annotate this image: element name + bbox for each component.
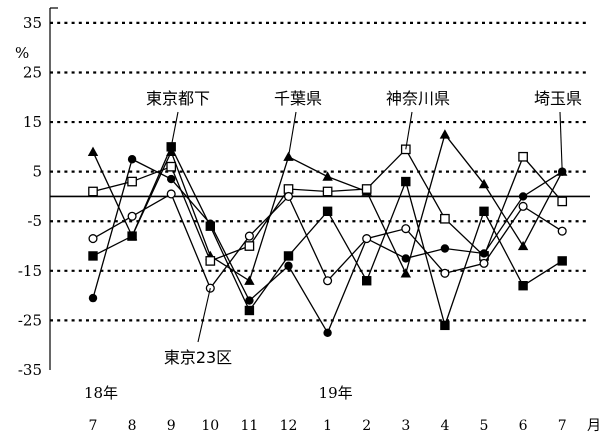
data-point [283,251,294,261]
data-point [244,275,255,285]
data-point [323,276,333,286]
series-label: 東京都下 [146,89,210,108]
series-label: 東京23区 [164,348,232,367]
series-label: 神奈川県 [386,89,450,108]
series-label-pointer [405,111,413,150]
data-point [167,174,176,184]
month-label: 2 [362,418,371,434]
month-suffix-label: 月 [587,418,601,434]
month-label: 3 [401,418,410,434]
data-point [361,184,372,194]
month-label: 6 [519,418,528,434]
data-point [166,146,177,156]
data-point [322,186,333,197]
y-tick-label: 25 [23,63,42,81]
data-point [127,176,137,187]
grid-lines [50,21,590,322]
month-label: 7 [89,418,98,434]
data-point [440,320,450,331]
data-point [440,268,450,278]
data-point [205,283,215,293]
data-point [439,129,451,139]
y-tick-label: -35 [18,361,42,379]
data-point [322,206,333,217]
data-point [401,176,411,187]
month-label: 5 [480,418,489,434]
data-point [478,178,490,189]
data-point [517,240,529,251]
series-3 [88,155,567,338]
series-label: 埼玉県 [534,89,582,108]
series-group [87,129,568,338]
data-point [244,241,255,251]
data-point [283,191,294,201]
y-tick-label: -15 [18,262,42,280]
data-point [479,258,489,268]
month-label: 8 [128,418,137,434]
data-point [126,230,138,241]
series-label: 千葉県 [274,89,322,108]
data-point [205,256,216,266]
year-label: 18年 [84,384,118,402]
month-label: 7 [558,418,567,434]
month-label: 11 [240,418,258,434]
data-point [206,219,215,228]
data-point [518,192,528,201]
month-label: 1 [323,418,332,434]
data-point [245,296,254,305]
data-point [401,254,410,263]
y-tick-label: 15 [23,113,42,131]
data-point [127,155,137,164]
data-point [557,226,567,236]
data-point [479,249,489,258]
data-point [87,146,99,156]
month-label: 10 [201,418,219,434]
data-point [400,268,411,278]
month-label: 12 [280,418,298,434]
y-tick-label: 5 [32,163,42,181]
data-point [518,201,528,211]
data-point [88,234,98,244]
data-point [557,256,567,266]
data-point [88,293,98,303]
month-label: 9 [167,418,176,434]
y-tick-label: -25 [18,311,42,329]
data-point [166,161,177,172]
data-point [127,211,137,221]
data-point [479,206,489,217]
data-point [284,261,293,271]
data-point [323,328,332,338]
data-point [518,280,528,291]
data-point [401,224,411,234]
data-point [440,213,450,224]
data-point [244,305,255,316]
series-line [92,158,563,335]
data-point [440,244,450,253]
data-point [88,186,98,197]
data-point [557,196,568,207]
y-unit-label: % [15,44,29,62]
data-point [362,276,372,286]
y-tick-label: 35 [23,14,42,32]
month-label: 4 [440,418,449,434]
data-point [322,171,333,181]
year-label: 19年 [319,384,353,402]
series-label-pointer [559,111,563,172]
data-point [166,189,176,199]
series-label-pointer [170,111,179,147]
y-tick-label: -5 [27,212,42,230]
data-point [518,151,528,162]
series-4 [88,189,567,293]
series-label-pointer [287,111,297,157]
data-point [362,234,372,244]
data-point [244,231,254,241]
series-label-pointer [197,288,211,343]
data-point [88,251,98,261]
